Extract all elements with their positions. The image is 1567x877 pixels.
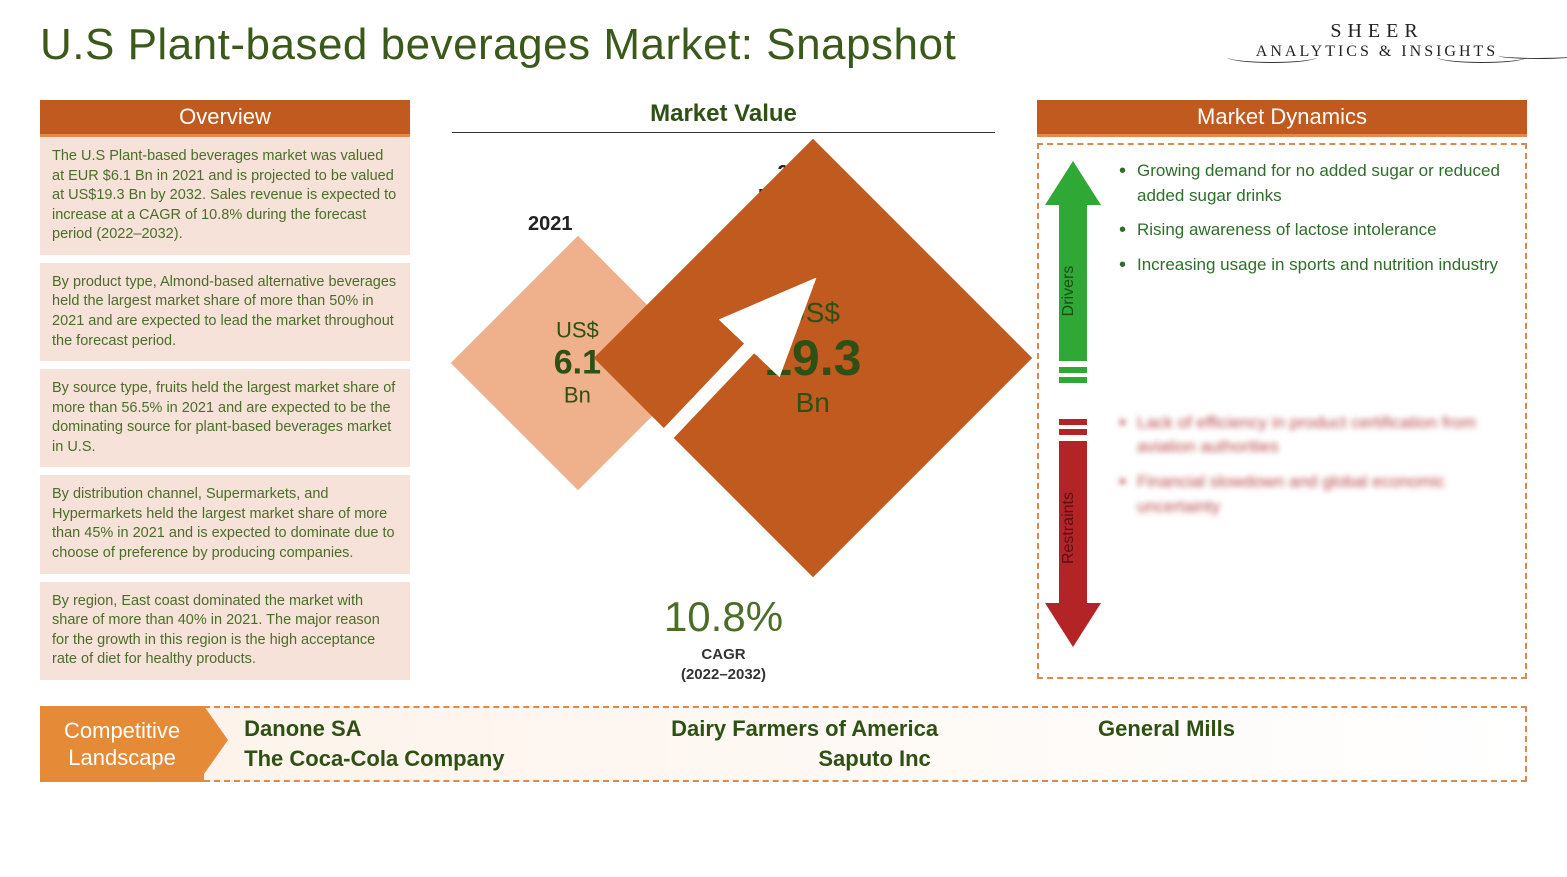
value-end: 19.3 <box>764 329 861 387</box>
cagr-block: 10.8% CAGR (2022–2032) <box>428 593 1019 684</box>
drivers-list: Growing demand for no added sugar or red… <box>1113 159 1515 403</box>
dynamics-heading: Market Dynamics <box>1037 100 1527 137</box>
currency-label: US$ <box>764 297 861 329</box>
value-end-diamond: US$ 19.3 Bn <box>594 139 1032 577</box>
company-item: General Mills <box>1098 716 1505 742</box>
driver-item: Rising awareness of lactose intolerance <box>1119 218 1515 243</box>
cagr-value: 10.8% <box>428 593 1019 641</box>
company-item: Danone SA <box>244 716 651 742</box>
restraints-arrow-icon: Restraints <box>1045 411 1101 655</box>
overview-para-5: By region, East coast dominated the mark… <box>40 582 410 680</box>
svg-text:Drivers: Drivers <box>1060 266 1077 317</box>
logo-line2: ANALYTICS & INSIGHTS <box>1248 43 1506 61</box>
year-start-label: 2021 <box>528 213 573 236</box>
restraint-item: Lack of efficiency in product certificat… <box>1119 411 1515 460</box>
unit-label: Bn <box>554 382 601 408</box>
company-item: The Coca-Cola Company <box>244 746 651 772</box>
market-dynamics-panel: Market Dynamics Drivers Growing demand f… <box>1037 100 1527 684</box>
competitive-label: Competitive Landscape <box>40 706 204 782</box>
page-title: U.S Plant-based beverages Market: Snapsh… <box>40 20 956 70</box>
restraint-item: Financial slowdown and global economic u… <box>1119 470 1515 519</box>
cagr-label-1: CAGR <box>701 646 745 663</box>
divider <box>452 132 996 133</box>
value-start: 6.1 <box>554 343 601 382</box>
company-item: Saputo Inc <box>671 746 1078 772</box>
logo-line1: SHEER <box>1227 20 1527 43</box>
overview-para-3: By source type, fruits held the largest … <box>40 369 410 475</box>
svg-text:Restraints: Restraints <box>1060 492 1077 564</box>
overview-para-2: By product type, Almond-based alternativ… <box>40 263 410 369</box>
cagr-label-2: (2022–2032) <box>681 666 766 683</box>
overview-panel: Overview The U.S Plant-based beverages m… <box>40 100 410 684</box>
restraints-list: Lack of efficiency in product certificat… <box>1113 411 1515 655</box>
overview-heading: Overview <box>40 100 410 137</box>
market-value-panel: Market Value 2021 2032 Forecast US$ 6.1 … <box>428 100 1019 684</box>
driver-item: Increasing usage in sports and nutrition… <box>1119 253 1515 278</box>
drivers-arrow-icon: Drivers <box>1045 159 1101 403</box>
overview-para-1: The U.S Plant-based beverages market was… <box>40 137 410 263</box>
market-value-heading: Market Value <box>428 100 1019 128</box>
unit-label: Bn <box>764 387 861 419</box>
competitive-landscape-panel: Competitive Landscape Danone SA Dairy Fa… <box>40 706 1527 782</box>
company-item: Dairy Farmers of America <box>671 716 1078 742</box>
driver-item: Growing demand for no added sugar or red… <box>1119 159 1515 208</box>
brand-logo: SHEER ANALYTICS & INSIGHTS <box>1227 20 1527 63</box>
overview-para-4: By distribution channel, Supermarkets, a… <box>40 475 410 581</box>
currency-label: US$ <box>554 317 601 343</box>
